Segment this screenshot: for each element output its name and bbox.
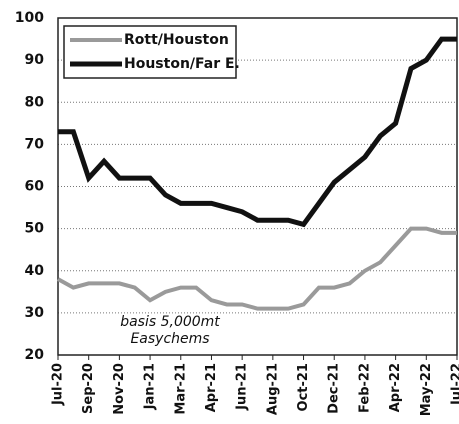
x-tick-label: May-22 bbox=[419, 363, 434, 416]
y-tick-label: 80 bbox=[25, 94, 45, 110]
x-tick-label: Jan-21 bbox=[143, 363, 158, 410]
x-tick-label: Jul-22 bbox=[450, 363, 459, 406]
annotation: basis 5,000mt bbox=[120, 314, 220, 330]
x-tick-label: Feb-22 bbox=[357, 363, 372, 413]
y-tick-label: 100 bbox=[15, 10, 44, 26]
y-tick-label: 20 bbox=[25, 347, 45, 363]
legend-label: Houston/Far E. bbox=[124, 56, 240, 72]
y-tick-label: 50 bbox=[25, 221, 45, 237]
series-line bbox=[57, 226, 457, 311]
legend-label: Rott/Houston bbox=[124, 32, 229, 48]
x-tick-label: Aug-21 bbox=[265, 363, 280, 415]
x-tick-label: Sep-20 bbox=[81, 363, 96, 414]
plot-frame bbox=[57, 17, 458, 356]
x-tick-label: Nov-20 bbox=[112, 363, 127, 415]
annotation: Easychems bbox=[130, 331, 209, 347]
y-tick-label: 60 bbox=[25, 179, 45, 195]
x-tick-label: Apr-21 bbox=[204, 363, 219, 412]
legend-box bbox=[63, 25, 237, 79]
x-tick-label: Apr-22 bbox=[388, 363, 403, 412]
x-tick-label: Oct-21 bbox=[296, 363, 311, 411]
y-tick-label: 40 bbox=[25, 263, 45, 279]
x-tick-label: Mar-21 bbox=[173, 363, 188, 415]
y-tick-label: 30 bbox=[25, 305, 45, 321]
x-tick-label: Jul-20 bbox=[51, 363, 66, 406]
x-tick-label: Dec-21 bbox=[327, 363, 342, 414]
series-line bbox=[58, 36, 457, 228]
y-tick-label: 70 bbox=[25, 136, 45, 152]
y-tick-label: 90 bbox=[25, 52, 45, 68]
x-tick-label: Jun-21 bbox=[235, 363, 250, 411]
